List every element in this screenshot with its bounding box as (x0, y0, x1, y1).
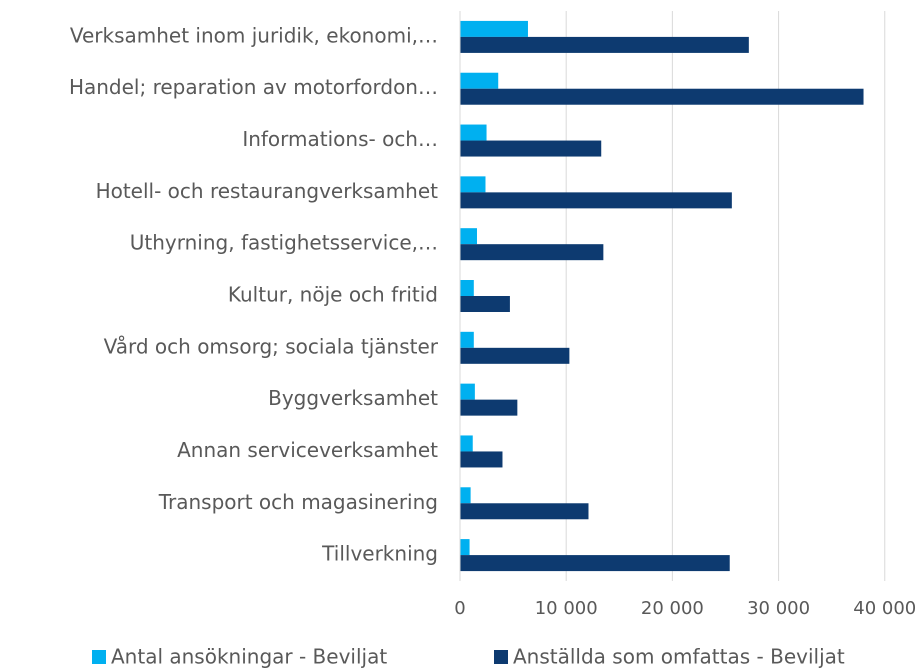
y-tick-label: Hotell- och restaurangverksamhet (96, 179, 439, 203)
y-tick-label: Kultur, nöje och fritid (228, 283, 438, 307)
bar (460, 176, 486, 193)
bar (460, 296, 510, 312)
bar (460, 331, 474, 348)
y-tick-label: Tillverkning (321, 542, 438, 566)
x-tick-label: 40 000 (853, 598, 916, 619)
x-tick-label: 20 000 (641, 598, 704, 619)
y-tick-label: Byggverksamhet (268, 386, 438, 410)
bar (460, 503, 589, 520)
x-tick-label: 30 000 (747, 598, 810, 619)
bar (460, 140, 602, 157)
bar (460, 435, 473, 452)
bar (460, 399, 518, 416)
bar (460, 555, 730, 572)
legend-label: Anställda som omfattas - Beviljat (513, 645, 845, 669)
bar (460, 20, 528, 37)
y-tick-label: Annan serviceverksamhet (177, 438, 438, 462)
bar (460, 451, 503, 468)
x-tick-label: 10 000 (535, 598, 598, 619)
legend-swatch (494, 650, 508, 664)
y-tick-label: Informations- och… (242, 127, 438, 151)
bar (460, 347, 570, 364)
bar (460, 72, 499, 89)
y-tick-label: Verksamhet inom juridik, ekonomi,… (70, 23, 438, 47)
bar (460, 383, 475, 400)
bar (460, 228, 477, 245)
legend-label: Antal ansökningar - Beviljat (111, 645, 387, 669)
bar (460, 192, 732, 209)
y-tick-label: Vård och omsorg; sociala tjänster (104, 334, 439, 358)
y-tick-label: Transport och magasinering (158, 490, 438, 514)
bar (460, 244, 604, 261)
bar (460, 539, 470, 556)
legend-swatch (92, 650, 106, 664)
y-tick-label: Handel; reparation av motorfordon… (69, 75, 438, 99)
bar (460, 487, 471, 504)
bar (460, 280, 474, 296)
y-tick-label: Uthyrning, fastighetsservice,… (130, 231, 438, 255)
x-tick-label: 0 (454, 598, 465, 619)
bar (460, 124, 487, 141)
bar (460, 36, 749, 53)
bar (460, 88, 864, 105)
